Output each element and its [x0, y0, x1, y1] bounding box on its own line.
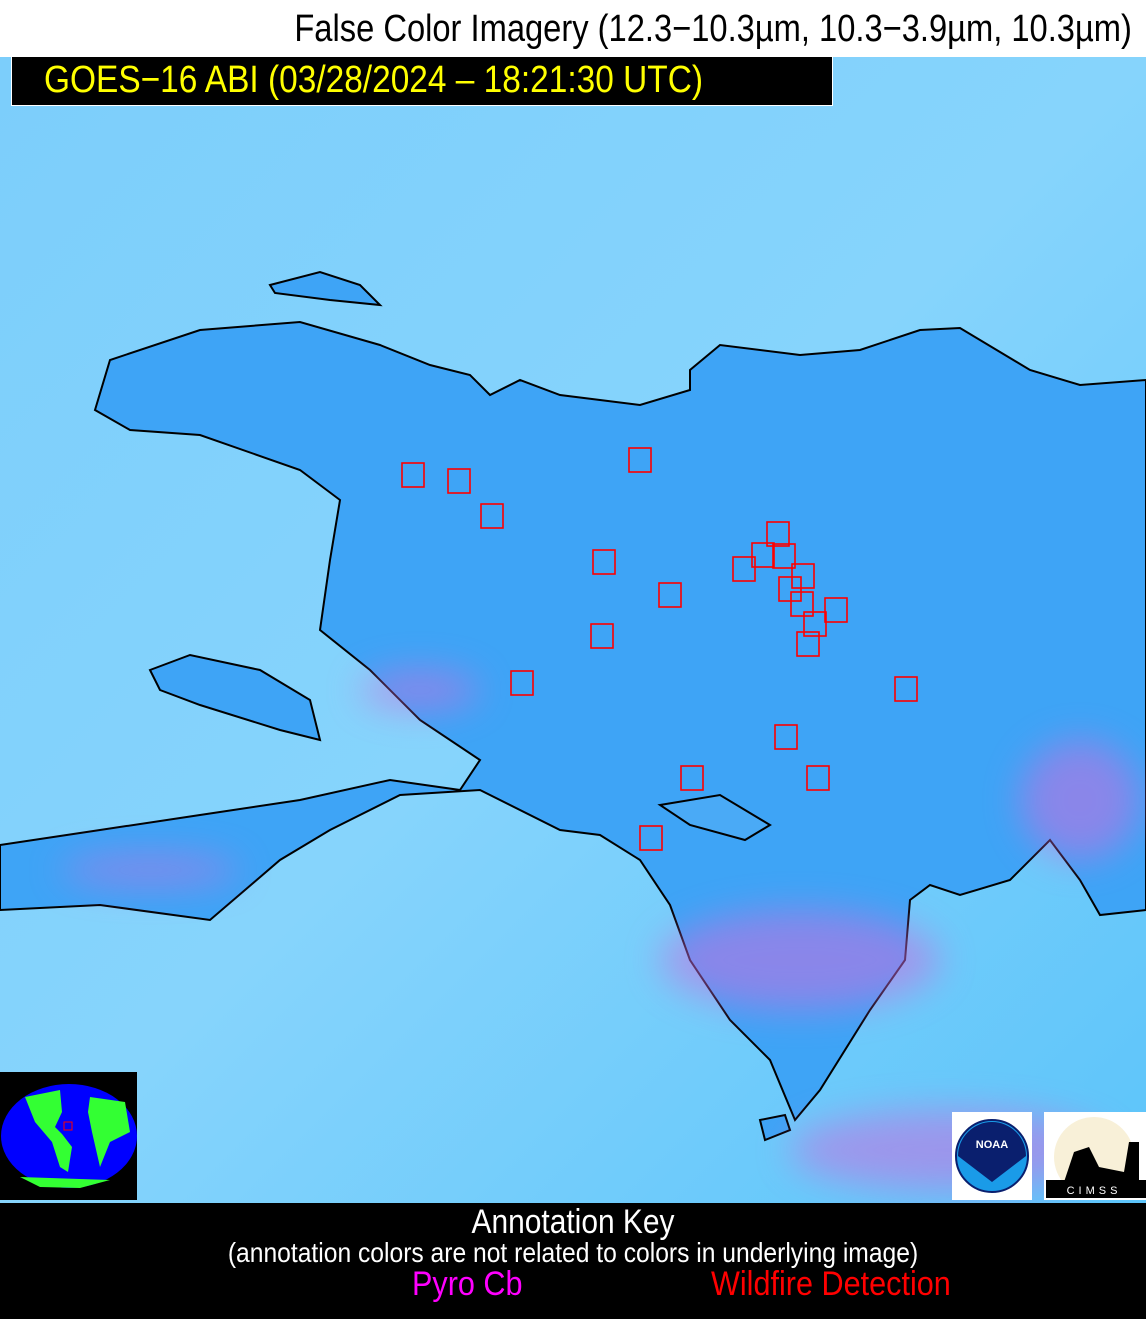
- globe-locator: [0, 1072, 137, 1200]
- annotation-key: Annotation Key (annotation colors are no…: [0, 1203, 1146, 1319]
- wildfire-detection-box: [510, 670, 534, 696]
- wildfire-detection-box: [480, 503, 504, 529]
- legend-wildfire-detection: Wildfire Detection: [711, 1265, 951, 1303]
- satellite-label: GOES−16 ABI (03/28/2024 – 18:21:30 UTC): [11, 57, 833, 106]
- noaa-logo: NOAA: [952, 1112, 1032, 1200]
- wildfire-detections: [401, 447, 918, 851]
- wildfire-detection-box: [766, 521, 790, 547]
- wildfire-detection-box: [774, 724, 798, 750]
- satellite-map: [0, 57, 1146, 1203]
- wildfire-detection-box: [791, 563, 815, 589]
- satellite-timestamp: GOES−16 ABI (03/28/2024 – 18:21:30 UTC): [44, 59, 703, 101]
- wildfire-detection-box: [639, 825, 663, 851]
- wildfire-detection-box: [894, 676, 918, 702]
- wildfire-detection-box: [824, 597, 848, 623]
- wildfire-detection-box: [778, 576, 802, 602]
- wildfire-detection-box: [590, 623, 614, 649]
- wildfire-detection-box: [447, 468, 471, 494]
- gonave-island: [148, 653, 322, 742]
- wildfire-detection-box: [803, 611, 827, 637]
- enriquillo-lake: [657, 793, 772, 842]
- wildfire-detection-box: [680, 765, 704, 791]
- annotation-key-title: Annotation Key: [471, 1203, 675, 1241]
- svg-text:NOAA: NOAA: [976, 1139, 1008, 1151]
- locator-box: [63, 1121, 73, 1131]
- wildfire-detection-box: [732, 556, 756, 582]
- wildfire-detection-box: [790, 591, 814, 617]
- globe-continents: [20, 1090, 130, 1188]
- wildfire-detection-box: [806, 765, 830, 791]
- wildfire-detection-box: [796, 631, 820, 657]
- wildfire-detection-box: [751, 542, 775, 568]
- tortuga-island: [268, 270, 383, 307]
- wildfire-detection-box: [401, 462, 425, 488]
- svg-text:CIMSS: CIMSS: [1067, 1185, 1122, 1197]
- annotation-key-subtitle: (annotation colors are not related to co…: [227, 1237, 919, 1268]
- cimss-logo: CIMSS: [1044, 1112, 1146, 1200]
- wildfire-detection-box: [628, 447, 652, 473]
- image-title: False Color Imagery (12.3−10.3µm, 10.3−3…: [294, 8, 1132, 50]
- saona-island: [758, 1113, 792, 1142]
- wildfire-detection-box: [592, 549, 616, 575]
- legend-pyro-cb: Pyro Cb: [412, 1265, 523, 1303]
- wildfire-detection-box: [772, 543, 796, 569]
- wildfire-detection-box: [658, 582, 682, 608]
- title-bar: False Color Imagery (12.3−10.3µm, 10.3−3…: [0, 0, 1146, 57]
